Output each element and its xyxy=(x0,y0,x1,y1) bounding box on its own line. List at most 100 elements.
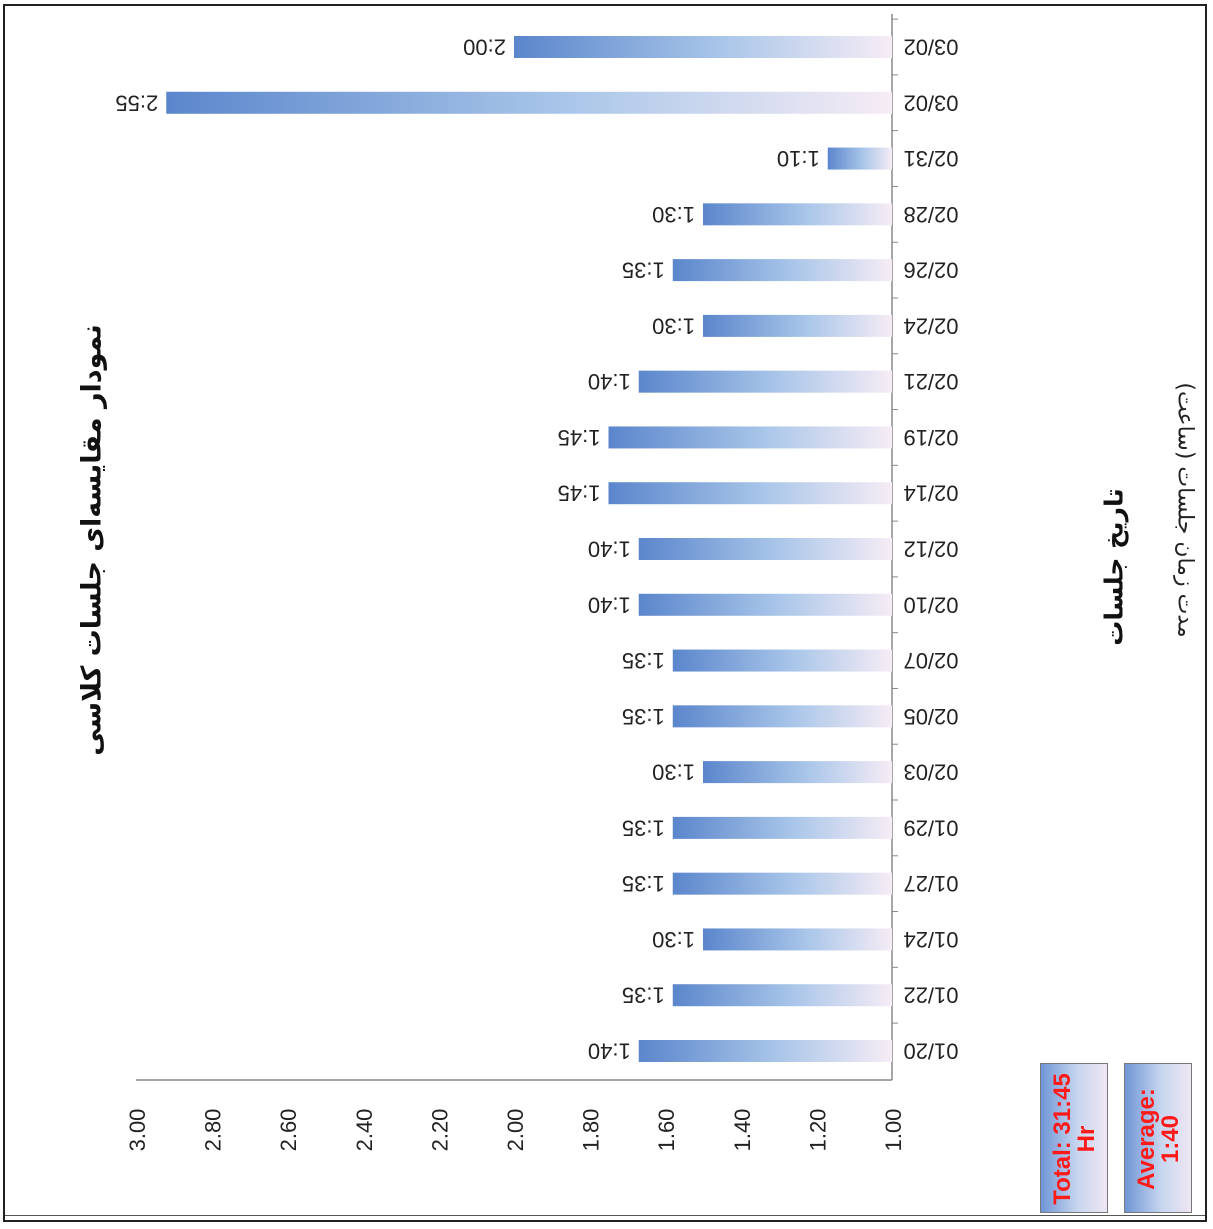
category-label: 03/02 xyxy=(903,90,958,115)
category-label-text: 02/19 xyxy=(903,425,958,450)
data-label: 1:30 xyxy=(652,760,695,785)
labels: 01/20 1:40 01/22 1:35 01/24 1:30 01/27 1:35 01/2… xyxy=(115,35,958,1064)
category-label-text: 02/14 xyxy=(903,481,958,506)
category-label: 03/02 xyxy=(903,35,958,60)
category-label-text: 02/05 xyxy=(903,704,958,729)
x-axis-title: تاریخ جلسات xyxy=(1099,488,1129,646)
data-label: 1:30 xyxy=(652,927,695,952)
category-label: 02/03 xyxy=(903,760,958,785)
value-tick-label: 2.60 xyxy=(276,1109,301,1152)
value-tick-label: 3.00 xyxy=(125,1109,150,1152)
data-label-text: 1:30 xyxy=(652,927,695,952)
category-label-text: 02/12 xyxy=(903,537,958,562)
value-tick-label: 2.80 xyxy=(201,1109,226,1152)
bar xyxy=(827,147,892,170)
bar xyxy=(638,593,892,616)
average-box: Average: 1:40 xyxy=(1124,1063,1192,1213)
bar xyxy=(672,649,892,672)
average-text: Average: 1:40 xyxy=(1125,1064,1193,1214)
data-label: 1:35 xyxy=(622,815,665,840)
category-label-text: 02/07 xyxy=(903,648,958,673)
y-axis-title: (ساعت) مدت زمان جلسات xyxy=(1172,382,1198,638)
category-label: 02/24 xyxy=(903,313,958,338)
data-label-text: 1:35 xyxy=(622,648,665,673)
data-label: 1:40 xyxy=(588,369,631,394)
total-unit: Hr xyxy=(1073,1125,1100,1153)
value-tick-text: 1.80 xyxy=(579,1109,604,1152)
value-tick-label: 1.80 xyxy=(579,1109,604,1152)
data-label-text: 1:40 xyxy=(588,369,631,394)
data-label-text: 1:10 xyxy=(777,146,820,171)
bar xyxy=(638,370,892,393)
data-label: 1:35 xyxy=(622,704,665,729)
data-label: 1:40 xyxy=(588,1039,631,1064)
value-tick-label: 1.60 xyxy=(654,1109,679,1152)
value-tick-label: 1.00 xyxy=(881,1109,906,1152)
bar xyxy=(638,538,892,560)
bar xyxy=(514,36,892,58)
category-label-text: 01/20 xyxy=(903,1039,958,1064)
category-label: 01/24 xyxy=(903,927,958,952)
category-label: 02/19 xyxy=(903,425,958,450)
bar xyxy=(672,984,892,1007)
bar xyxy=(703,203,892,226)
value-tick-label: 2.40 xyxy=(352,1109,377,1152)
data-label: 1:35 xyxy=(622,258,665,283)
bars xyxy=(166,36,893,1062)
data-label: 1:45 xyxy=(558,425,601,450)
data-label: 1:40 xyxy=(588,537,631,562)
bar xyxy=(672,705,892,728)
category-label-text: 01/27 xyxy=(903,871,958,896)
data-label: 2:55 xyxy=(115,90,158,115)
average-label: Average: xyxy=(1133,1088,1160,1190)
value-tick-text: 2.60 xyxy=(276,1109,301,1152)
bar xyxy=(608,426,892,449)
category-label: 01/22 xyxy=(903,983,958,1008)
total-text: Total: 31:45 Hr xyxy=(1041,1064,1109,1214)
bar xyxy=(638,1040,892,1062)
value-tick-text: 1.40 xyxy=(730,1109,755,1152)
value-tick-text: 1.00 xyxy=(881,1109,906,1152)
category-label: 02/31 xyxy=(903,146,958,171)
category-label-text: 03/02 xyxy=(903,90,958,115)
category-label-text: 02/03 xyxy=(903,760,958,785)
data-label-text: 1:40 xyxy=(588,1039,631,1064)
data-label-text: 1:35 xyxy=(622,871,665,896)
axes: 1.00 1.20 1.40 1.60 1.80 2.00 2.20 2.40 2.60 2.80… xyxy=(125,14,906,1151)
data-label: 1:35 xyxy=(622,983,665,1008)
category-label-text: 01/24 xyxy=(903,927,958,952)
total-box: Total: 31:45 Hr xyxy=(1040,1063,1108,1213)
bar xyxy=(703,314,892,337)
value-tick-text: 2.80 xyxy=(201,1109,226,1152)
data-label: 2:00 xyxy=(463,35,506,60)
average-value: 1:40 xyxy=(1157,1114,1184,1164)
category-label: 01/29 xyxy=(903,815,958,840)
data-label-text: 1:30 xyxy=(652,760,695,785)
category-label-text: 01/22 xyxy=(903,983,958,1008)
data-label: 1:30 xyxy=(652,202,695,227)
category-label: 02/26 xyxy=(903,258,958,283)
category-label-text: 02/31 xyxy=(903,146,958,171)
category-label-text: 03/02 xyxy=(903,35,958,60)
category-label-text: 02/21 xyxy=(903,369,958,394)
chart-title: نمودار مقایسه‌ای جلسات کلاسی xyxy=(76,324,108,756)
bar xyxy=(672,259,892,282)
data-label-text: 1:30 xyxy=(652,313,695,338)
data-label-text: 1:30 xyxy=(652,202,695,227)
value-tick-text: 2.20 xyxy=(427,1109,452,1152)
value-tick-label: 2.00 xyxy=(503,1109,528,1152)
data-label: 1:10 xyxy=(777,146,820,171)
category-label: 02/28 xyxy=(903,202,958,227)
data-label-text: 1:35 xyxy=(622,704,665,729)
data-label-text: 1:45 xyxy=(558,481,601,506)
value-tick-text: 3.00 xyxy=(125,1109,150,1152)
data-label: 1:40 xyxy=(588,592,631,617)
data-label: 1:30 xyxy=(652,313,695,338)
category-label: 01/20 xyxy=(903,1039,958,1064)
category-label-text: 02/28 xyxy=(903,202,958,227)
data-label-text: 1:40 xyxy=(588,592,631,617)
category-label: 02/07 xyxy=(903,648,958,673)
category-label-text: 02/26 xyxy=(903,258,958,283)
data-label: 1:35 xyxy=(622,871,665,896)
